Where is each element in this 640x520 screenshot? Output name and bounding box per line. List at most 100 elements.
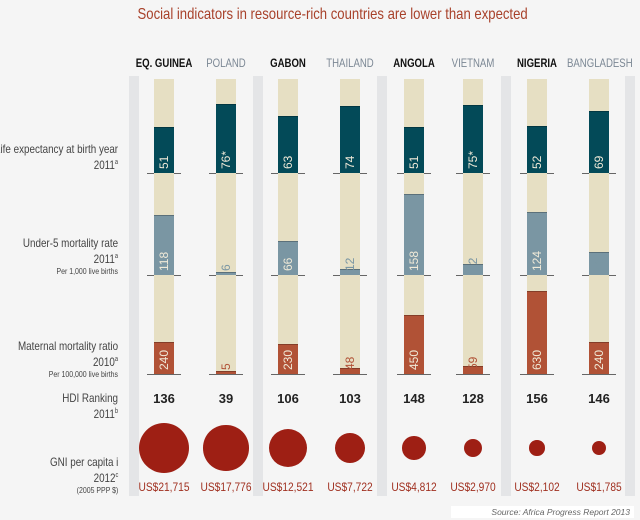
gni-value: US$2,970 — [450, 480, 496, 494]
hdi-value: 136 — [153, 391, 175, 406]
country-header: EQ. GUINEA — [135, 56, 193, 70]
hdi-value: 39 — [218, 391, 234, 406]
gni-circle — [139, 423, 189, 473]
bar-life — [154, 126, 174, 174]
bar-mat — [404, 314, 424, 375]
row-label-hdi: HDI Ranking 2011b — [62, 391, 118, 421]
value-label-mat: 230 — [281, 349, 295, 370]
value-label-life: 75* — [466, 150, 480, 169]
bar-track — [589, 173, 609, 275]
gni-circle — [335, 433, 365, 463]
row-label-mat: Maternal mortality ratio 2010a Per 100,000… — [17, 339, 118, 380]
value-label-u5: 118 — [157, 251, 171, 271]
hdi-value: 148 — [403, 391, 425, 406]
bar-u5 — [463, 263, 483, 276]
bar-mat — [340, 367, 360, 375]
gni-circle — [529, 440, 545, 456]
group-divider — [377, 76, 387, 496]
group-divider — [253, 76, 263, 496]
hdi-value: 128 — [462, 391, 484, 406]
country-header: THAILAND — [326, 56, 374, 70]
baseline — [147, 374, 181, 375]
bar-track — [340, 173, 360, 275]
value-label-mat: 240 — [157, 349, 171, 370]
bar-life — [278, 116, 298, 174]
gni-value: US$7,722 — [327, 480, 373, 494]
value-label-life: 69 — [592, 155, 606, 169]
country-header: ANGOLA — [393, 56, 435, 70]
bar-mat — [463, 366, 483, 375]
group-divider — [625, 76, 635, 496]
bar-life — [216, 104, 236, 174]
bar-u5 — [404, 194, 424, 276]
value-label-u5: 6 — [219, 264, 233, 271]
value-label-u5: 66 — [281, 257, 295, 271]
hdi-value: 156 — [526, 391, 548, 406]
bar-track — [340, 275, 360, 374]
bar-mat — [589, 342, 609, 375]
gni-value: US$17,776 — [200, 480, 252, 494]
value-label-life: 51 — [157, 155, 171, 169]
baseline — [333, 374, 367, 375]
country-header: POLAND — [206, 56, 246, 70]
gni-circle — [463, 438, 483, 458]
value-label-life: 52 — [530, 155, 544, 169]
row-label-gni: GNI per capita i 2012c (2005 PPP $) — [49, 455, 118, 496]
value-label-mat: 48 — [343, 356, 357, 370]
bar-u5 — [340, 268, 360, 276]
gni-circle — [591, 440, 607, 456]
value-label-life: 51 — [407, 155, 421, 169]
group-divider — [129, 76, 139, 496]
bar-mat — [154, 342, 174, 375]
bar-u5 — [278, 241, 298, 276]
bar-u5 — [154, 214, 174, 276]
baseline — [209, 374, 243, 375]
row-label-life: Life expectancy at birth year 2011a — [0, 142, 118, 172]
value-label-u5: 22 — [466, 257, 480, 271]
gni-circle — [269, 429, 307, 467]
bar-u5 — [216, 271, 236, 276]
value-label-mat: 5 — [219, 363, 233, 370]
gni-value: US$12,521 — [262, 480, 314, 494]
bar-track — [216, 173, 236, 275]
bar-mat — [216, 371, 236, 375]
gni-value: US$2,102 — [514, 480, 560, 494]
value-label-mat: 59 — [466, 356, 480, 370]
country-header: BANGLADESH — [567, 56, 633, 70]
gni-value: US$4,812 — [391, 480, 437, 494]
value-label-mat: 450 — [407, 349, 421, 370]
country-header: VIETNAM — [451, 56, 495, 70]
value-label-mat: 240 — [592, 349, 606, 370]
bar-mat — [278, 343, 298, 375]
baseline — [271, 374, 305, 375]
baseline — [456, 374, 490, 375]
group-divider — [501, 76, 511, 496]
bar-track — [216, 275, 236, 374]
bar-track — [463, 275, 483, 374]
gni-circle — [402, 436, 426, 460]
baseline — [520, 374, 554, 375]
hdi-value: 106 — [277, 391, 299, 406]
bar-life — [463, 105, 483, 174]
baseline — [582, 374, 616, 375]
hdi-value: 146 — [588, 391, 610, 406]
country-header: NIGERIA — [516, 56, 557, 70]
value-label-life: 63 — [281, 155, 295, 169]
value-label-mat: 630 — [530, 349, 544, 370]
source-note: Source: Africa Progress Report 2013 — [451, 506, 634, 518]
value-label-life: 74 — [343, 155, 357, 169]
gni-value: US$1,785 — [576, 480, 622, 494]
bar-track — [463, 173, 483, 275]
row-label-u5: Under-5 mortality rate 2011a Per 1,000 liv… — [22, 236, 118, 277]
bar-u5 — [527, 211, 547, 276]
value-label-u5: 124 — [530, 250, 544, 271]
hdi-value: 103 — [339, 391, 361, 406]
bar-u5 — [589, 251, 609, 276]
value-label-u5: 12 — [343, 257, 357, 271]
baseline — [397, 374, 431, 375]
bar-life — [589, 110, 609, 174]
chart-title: Social indicators in resource-rich count… — [137, 6, 528, 23]
gni-circle — [203, 425, 249, 471]
country-header: GABON — [270, 56, 306, 70]
bar-life — [340, 106, 360, 174]
